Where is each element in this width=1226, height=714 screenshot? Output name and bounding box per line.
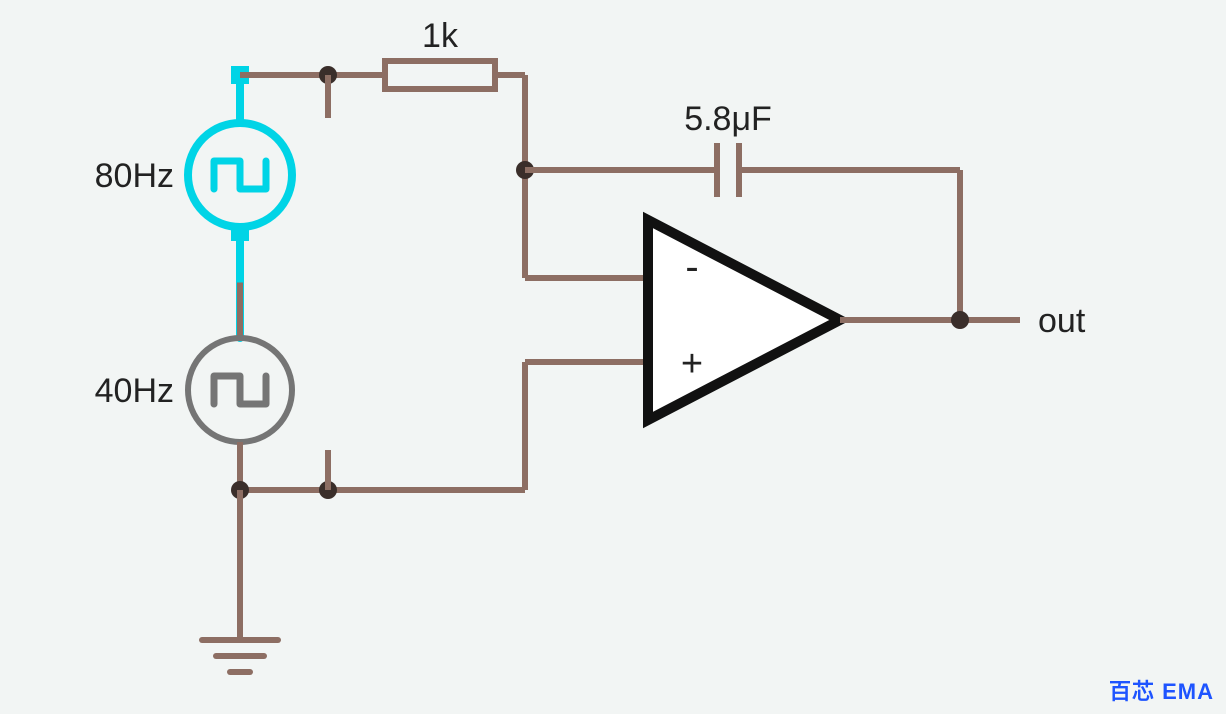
source-top-label: 80Hz [95,157,174,195]
source-bottom-label: 40Hz [95,372,174,410]
circuit-schematic: 80Hz 40Hz 1k 5.8μF - + out [0,0,1226,714]
resistor-label: 1k [422,17,459,55]
svg-text:+: + [681,343,703,385]
watermark-label: 百芯 EMA [1109,674,1214,706]
output-label: out [1038,302,1086,340]
capacitor-label: 5.8μF [684,100,772,138]
svg-text:-: - [685,245,698,289]
